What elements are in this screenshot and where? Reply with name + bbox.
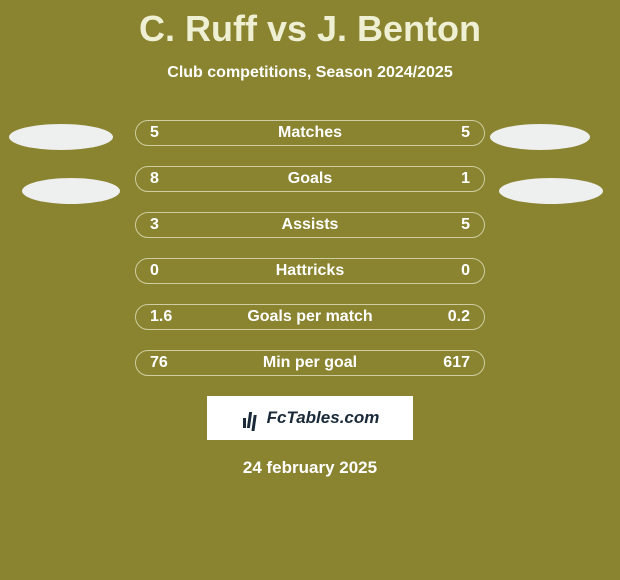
stat-right-value: 5 <box>461 124 470 142</box>
stat-label: Assists <box>136 216 484 234</box>
stat-left-value: 76 <box>150 354 168 372</box>
comparison-title: C. Ruff vs J. Benton <box>0 0 620 50</box>
stat-right-value: 5 <box>461 216 470 234</box>
comparison-subtitle: Club competitions, Season 2024/2025 <box>0 64 620 82</box>
stat-left-value: 8 <box>150 170 159 188</box>
fctables-badge: FcTables.com <box>207 396 413 440</box>
stat-left-value: 3 <box>150 216 159 234</box>
stats-list: 5Matches58Goals13Assists50Hattricks01.6G… <box>135 120 485 376</box>
comparison-date: 24 february 2025 <box>0 458 620 478</box>
decorative-blob <box>22 178 120 204</box>
stat-row: 0Hattricks0 <box>135 258 485 284</box>
stat-right-value: 0.2 <box>448 308 470 326</box>
stat-label: Matches <box>136 124 484 142</box>
decorative-blob <box>490 124 590 150</box>
stat-left-value: 1.6 <box>150 308 172 326</box>
stat-label: Min per goal <box>136 354 484 372</box>
stat-left-value: 5 <box>150 124 159 142</box>
stat-label: Goals per match <box>136 308 484 326</box>
stat-right-value: 617 <box>443 354 470 372</box>
stat-row: 1.6Goals per match0.2 <box>135 304 485 330</box>
stat-label: Goals <box>136 170 484 188</box>
fctables-label: FcTables.com <box>267 408 380 428</box>
decorative-blob <box>499 178 603 204</box>
stat-row: 5Matches5 <box>135 120 485 146</box>
stat-left-value: 0 <box>150 262 159 280</box>
stat-row: 76Min per goal617 <box>135 350 485 376</box>
fctables-logo-icon <box>241 408 261 428</box>
stat-row: 3Assists5 <box>135 212 485 238</box>
stat-right-value: 0 <box>461 262 470 280</box>
stat-row: 8Goals1 <box>135 166 485 192</box>
decorative-blob <box>9 124 113 150</box>
stat-label: Hattricks <box>136 262 484 280</box>
stat-right-value: 1 <box>461 170 470 188</box>
